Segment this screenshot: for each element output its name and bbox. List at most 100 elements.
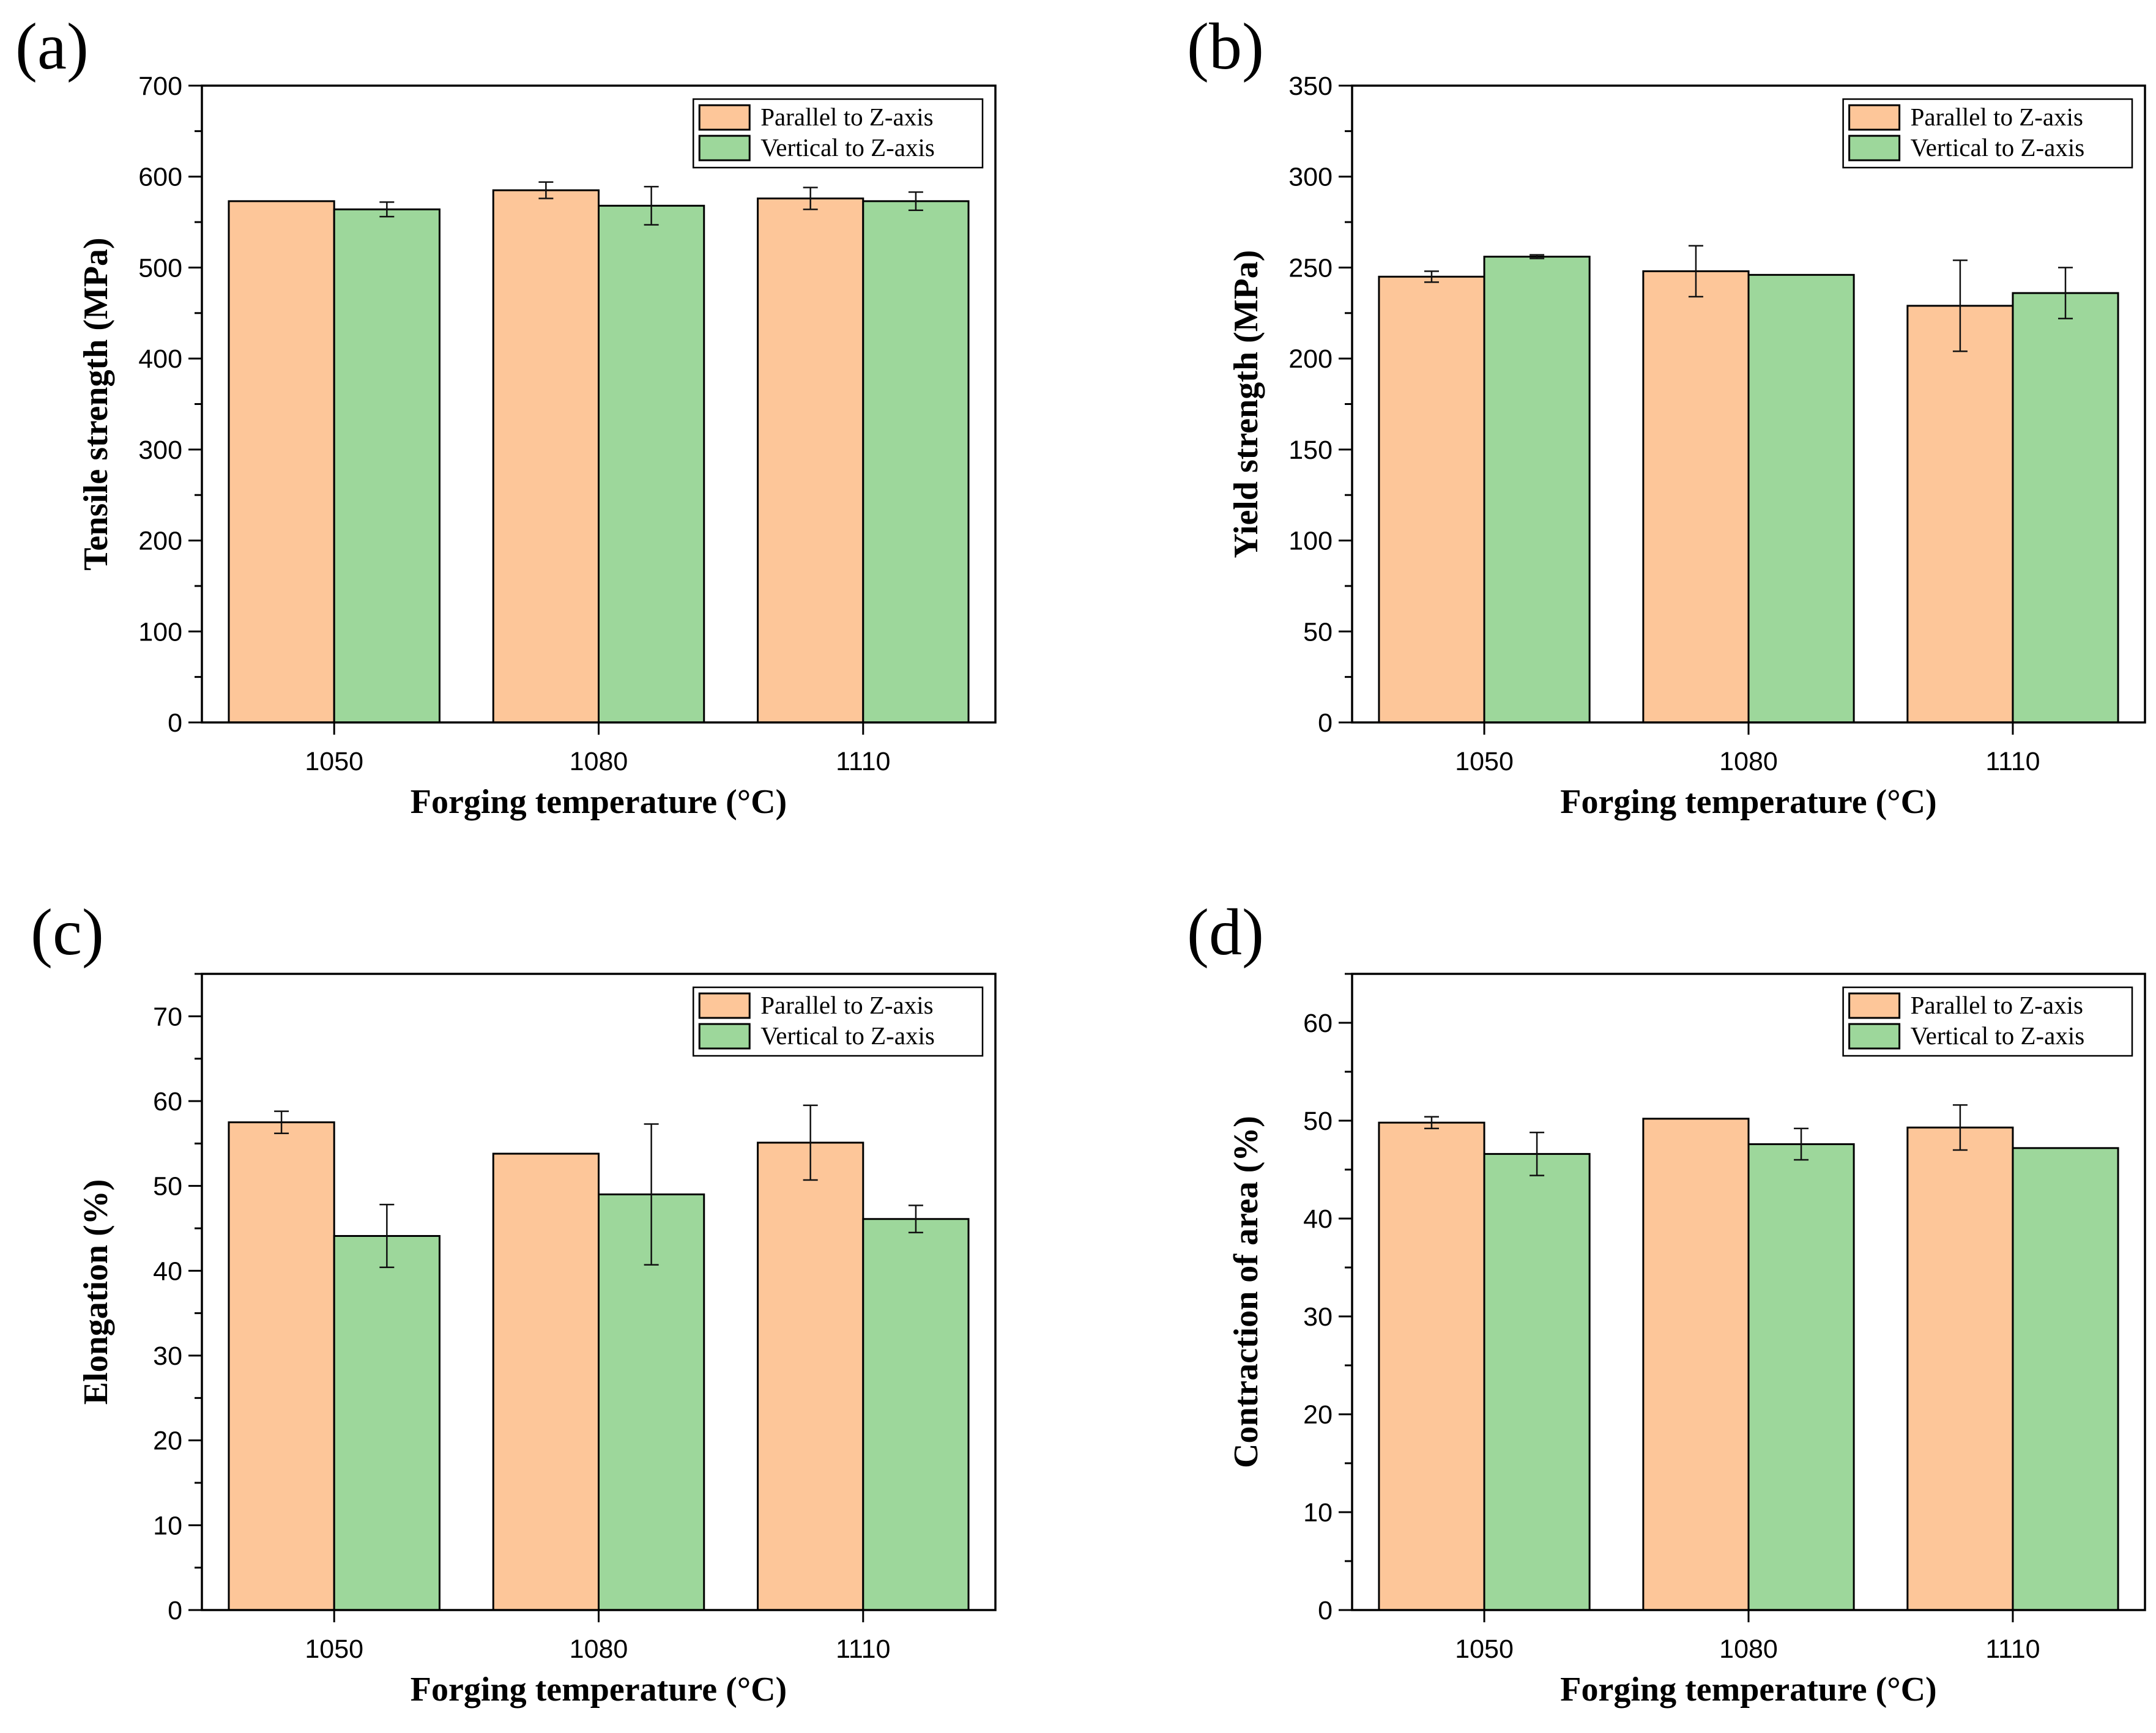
- error-bar-parallel-1110: [803, 1104, 818, 1181]
- legend-swatch-parallel: [1848, 104, 1901, 131]
- y-tick-label: 70: [153, 1002, 182, 1031]
- y-tick-label: 100: [138, 617, 182, 647]
- y-tick-label: 0: [168, 1596, 182, 1625]
- legend-label-parallel: Parallel to Z-axis: [760, 103, 933, 131]
- y-tick-label: 60: [1303, 1009, 1333, 1038]
- legend-label-vertical: Vertical to Z-axis: [760, 1022, 935, 1050]
- bar-parallel-1050: [1378, 275, 1485, 724]
- bar-vertical-1050: [333, 208, 440, 724]
- bar-parallel-1050: [1378, 1121, 1485, 1611]
- chart-panel-4: (d) 0 10 20 30 40 50 60 1050 1080 1110 Forging temp…: [1187, 896, 2146, 1709]
- bar-vertical-1110: [862, 1218, 970, 1611]
- bar-parallel-1050: [228, 200, 335, 724]
- y-tick-label: 40: [153, 1256, 182, 1286]
- bar-parallel-1080: [1642, 1118, 1750, 1611]
- panel-label: (d): [1187, 896, 1264, 969]
- error-bar-vertical-1050: [379, 201, 395, 218]
- bar-vertical-1080: [1747, 273, 1855, 724]
- x-tick-label: 1110: [1985, 747, 2040, 776]
- bar-parallel-1110: [1906, 305, 2014, 724]
- bar-parallel-1080: [1642, 270, 1750, 724]
- y-tick-label: 50: [1303, 1107, 1333, 1136]
- error-bar-parallel-1080: [538, 181, 554, 199]
- y-tick-label: 10: [153, 1511, 182, 1540]
- bar-vertical-1050: [333, 1234, 440, 1611]
- y-tick-label: 30: [1303, 1302, 1333, 1332]
- y-tick-label: 40: [1303, 1204, 1333, 1234]
- error-bar-vertical-1050: [1530, 1131, 1545, 1176]
- x-tick-label: 1110: [1985, 1635, 2040, 1664]
- y-axis-title: Contraction of area (%): [1227, 1116, 1265, 1468]
- y-tick-label: 300: [1288, 163, 1333, 192]
- legend-label-parallel: Parallel to Z-axis: [1911, 103, 2083, 131]
- y-tick-label: 50: [1303, 617, 1333, 647]
- y-tick-label: 0: [1318, 1596, 1333, 1625]
- bar-parallel-1110: [757, 1141, 864, 1611]
- bar-vertical-1110: [2012, 1147, 2119, 1611]
- legend-swatch-parallel: [1848, 992, 1901, 1019]
- y-tick-label: 350: [1288, 72, 1333, 101]
- y-tick-label: 300: [138, 436, 182, 465]
- bar-parallel-1050: [228, 1121, 335, 1611]
- y-tick-label: 50: [153, 1172, 182, 1201]
- x-tick-label: 1080: [570, 1635, 628, 1664]
- y-tick-label: 200: [138, 527, 182, 556]
- x-tick-label: 1110: [836, 1635, 890, 1664]
- panel-label: (a): [15, 10, 89, 83]
- chart-panel-3: (c) 0 10 20 30 40 50 60 70 1050 1080 1110 Forging te…: [31, 896, 997, 1709]
- error-bar-vertical-1110: [2058, 267, 2073, 319]
- bar-parallel-1080: [492, 1152, 600, 1611]
- bar-vertical-1050: [1483, 1152, 1591, 1611]
- y-tick-label: 700: [138, 72, 182, 101]
- error-bar-parallel-1050: [1424, 1116, 1439, 1130]
- y-axis-title: Yield strength (MPa): [1227, 250, 1265, 558]
- y-tick-label: 200: [1288, 344, 1333, 374]
- bar-parallel-1080: [492, 189, 600, 724]
- x-tick-label: 1080: [570, 747, 628, 776]
- bar-parallel-1110: [1906, 1126, 2014, 1611]
- legend-swatch-parallel: [698, 104, 751, 131]
- error-bar-vertical-1110: [908, 1204, 923, 1234]
- legend-label-vertical: Vertical to Z-axis: [760, 133, 935, 161]
- bar-vertical-1110: [862, 200, 970, 724]
- x-tick-label: 1050: [1455, 1635, 1514, 1664]
- x-axis-title: Forging temperature (°C): [411, 783, 787, 821]
- x-axis-title: Forging temperature (°C): [1560, 783, 1936, 821]
- y-axis-title: Elongation (%): [77, 1179, 115, 1405]
- error-bar-vertical-1080: [644, 185, 659, 226]
- panel-label: (c): [31, 896, 104, 969]
- error-bar-vertical-1080: [1794, 1127, 1809, 1161]
- panel-label: (b): [1187, 10, 1264, 83]
- x-tick-label: 1110: [836, 747, 890, 776]
- y-tick-label: 500: [138, 253, 182, 283]
- x-tick-label: 1080: [1719, 1635, 1778, 1664]
- x-axis-title: Forging temperature (°C): [1560, 1671, 1936, 1709]
- error-bar-parallel-1110: [803, 187, 818, 210]
- legend-swatch-parallel: [698, 992, 751, 1019]
- x-tick-label: 1050: [1455, 747, 1514, 776]
- x-tick-label: 1050: [305, 1635, 363, 1664]
- bar-vertical-1080: [598, 204, 705, 724]
- x-tick-label: 1050: [305, 747, 363, 776]
- bar-vertical-1050: [1483, 256, 1591, 724]
- error-bar-parallel-1080: [1688, 245, 1703, 298]
- y-tick-label: 100: [1288, 527, 1333, 556]
- error-bar-parallel-1110: [1952, 1104, 1968, 1151]
- error-bar-parallel-1050: [1424, 270, 1439, 283]
- bar-vertical-1080: [1747, 1143, 1855, 1611]
- error-bar-vertical-1110: [908, 191, 923, 211]
- y-tick-label: 10: [1303, 1498, 1333, 1527]
- y-tick-label: 0: [168, 708, 182, 738]
- legend-swatch-vertical: [698, 135, 751, 161]
- y-tick-label: 600: [138, 163, 182, 192]
- y-axis-title: Tensile strength (MPa): [77, 237, 115, 570]
- error-bar-vertical-1080: [644, 1123, 659, 1266]
- y-tick-label: 250: [1288, 253, 1333, 283]
- error-bar-parallel-1110: [1952, 259, 1968, 352]
- y-tick-label: 0: [1318, 708, 1333, 738]
- y-tick-label: 20: [153, 1427, 182, 1456]
